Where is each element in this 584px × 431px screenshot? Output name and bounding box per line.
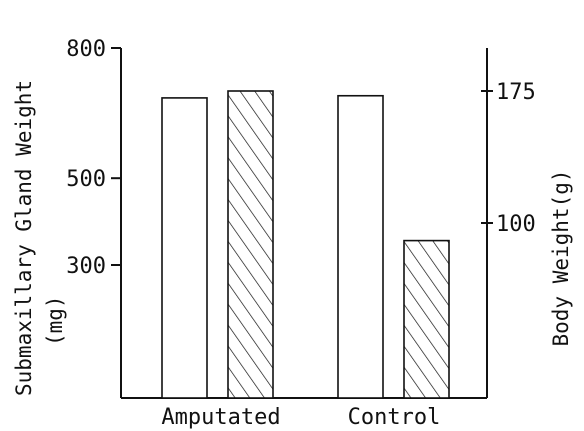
- category-label: Control: [348, 405, 441, 430]
- left-axis-label-line2: (mg): [43, 295, 67, 346]
- bar-gland-weight-amputated: [161, 97, 208, 399]
- left-tick-label: 800: [66, 37, 106, 62]
- right-axis-label: Body Weight(g): [549, 169, 573, 346]
- right-tick-label: 100: [496, 212, 536, 237]
- left-axis-label-line1: Submaxillary Gland Weight: [12, 80, 36, 396]
- left-tick-label: 300: [66, 254, 106, 279]
- right-ticks-group: 100 175: [481, 80, 536, 237]
- category-label: Amputated: [161, 405, 280, 430]
- bar-body-weight-control: [403, 239, 450, 399]
- right-tick-label: 175: [496, 80, 536, 105]
- category-labels-group: Amputated Control: [161, 405, 440, 430]
- bar-gland-weight-control: [337, 94, 384, 399]
- left-tick-label: 500: [66, 167, 106, 192]
- left-ticks-group: 300 500 800: [66, 37, 121, 279]
- bar-body-weight-amputated: [227, 90, 274, 399]
- bars-group: [161, 90, 450, 399]
